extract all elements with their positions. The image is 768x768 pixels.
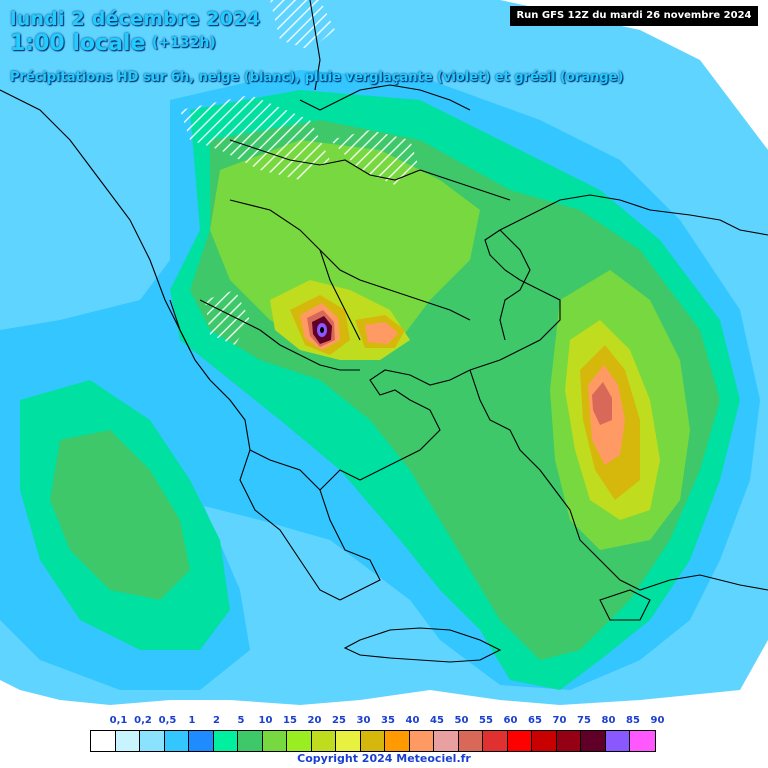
- legend-swatch: [91, 731, 116, 751]
- legend-tick-label: 80: [601, 715, 616, 726]
- copyright-notice: Copyright 2024 Meteociel.fr: [297, 752, 471, 765]
- precip-layer-core-center: [320, 327, 324, 333]
- legend-swatch: [483, 731, 508, 751]
- legend-swatch: [213, 731, 238, 751]
- legend-swatch: [434, 731, 459, 751]
- legend-swatch: [581, 731, 606, 751]
- legend-tick-label: 2: [213, 715, 220, 726]
- legend-swatch: [189, 731, 214, 751]
- legend-swatch: [336, 731, 361, 751]
- legend-swatch: [360, 731, 385, 751]
- legend-tick-label: 50: [454, 715, 469, 726]
- coastlines-and-borders: [0, 0, 768, 663]
- legend-tick-label: 0,5: [158, 715, 177, 726]
- legend-swatch: [507, 731, 532, 751]
- legend-swatch: [458, 731, 483, 751]
- legend-swatch: [164, 731, 189, 751]
- legend-tick-label: 0,1: [109, 715, 128, 726]
- legend-swatch: [287, 731, 312, 751]
- legend-tick-label: 75: [577, 715, 591, 726]
- legend-swatch: [532, 731, 557, 751]
- legend-swatch: [238, 731, 263, 751]
- legend-tick-label: 15: [283, 715, 297, 726]
- legend-swatch: [140, 731, 165, 751]
- legend-tick-label: 20: [307, 715, 322, 726]
- legend-tick-label: 45: [430, 715, 444, 726]
- legend-tick-label: 55: [479, 715, 493, 726]
- forecast-hour: 1:00 locale: [10, 31, 146, 56]
- legend-swatch: [262, 731, 287, 751]
- legend-tick-label: 25: [332, 715, 346, 726]
- legend-tick-label: 30: [356, 715, 371, 726]
- legend-tick-label: 70: [552, 715, 567, 726]
- legend-swatch: [556, 731, 581, 751]
- map-subtitle: Précipitations HD sur 6h, neige (blanc),…: [10, 70, 624, 85]
- legend-tick-label: 40: [405, 715, 420, 726]
- legend-swatch: [630, 731, 655, 751]
- run-label: Run GFS 12Z du mardi 26 novembre 2024: [510, 6, 758, 26]
- legend-swatch: [409, 731, 434, 751]
- forecast-date: lundi 2 décembre 2024: [10, 8, 261, 30]
- legend-tick-label: 35: [381, 715, 395, 726]
- legend-tick-label: 90: [650, 715, 665, 726]
- legend-swatch: [605, 731, 630, 751]
- legend-tick-label: 0,2: [134, 715, 152, 726]
- forecast-offset: (+132h): [152, 35, 216, 51]
- legend-swatch: [115, 731, 140, 751]
- legend-tick-label: 5: [237, 715, 245, 726]
- legend-swatch: [385, 731, 410, 751]
- legend-tick-label: 1: [188, 715, 196, 726]
- legend-tick-label: 65: [528, 715, 542, 726]
- legend-tick-label: 10: [258, 715, 273, 726]
- legend-tick-labels: 0,1 0,2 0,5 1 2 5 10 15 20 25 30 35 40 45 50 55 60 65 70 75…: [90, 715, 678, 729]
- legend-tick-label: 85: [626, 715, 640, 726]
- legend-tick-label: 60: [503, 715, 518, 726]
- legend-swatch: [311, 731, 336, 751]
- legend-color-bar: [90, 730, 656, 752]
- snow-areas: [180, 0, 420, 345]
